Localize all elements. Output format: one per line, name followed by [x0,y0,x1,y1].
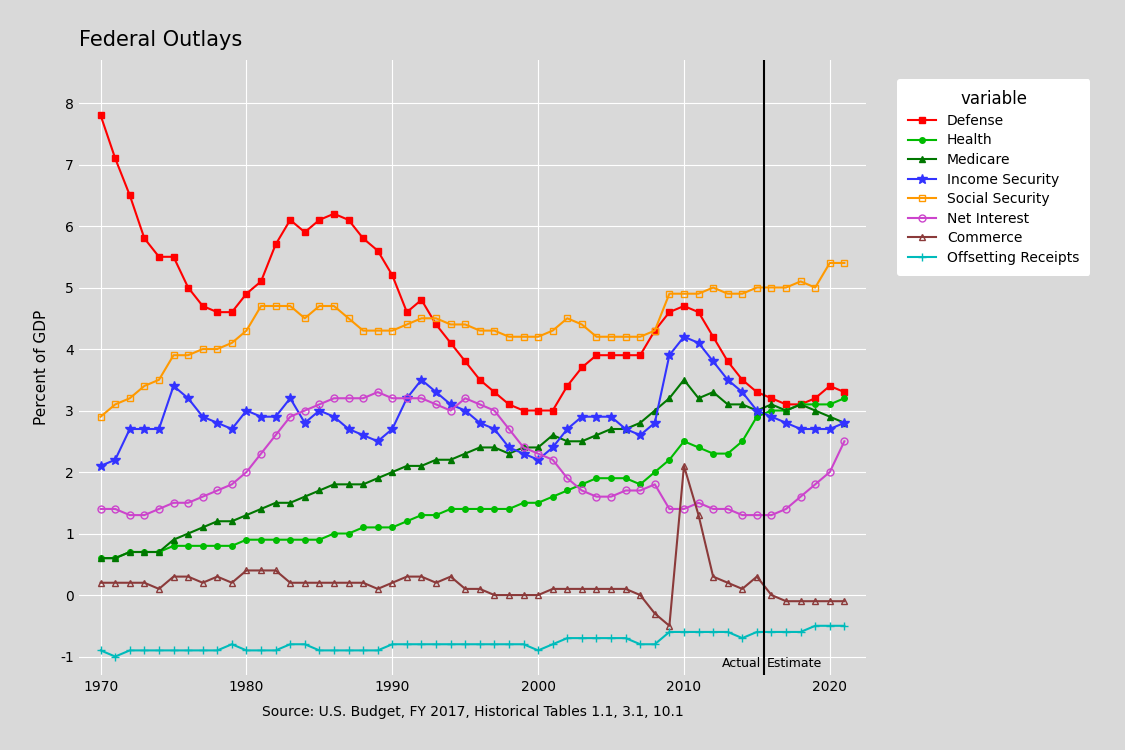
Offsetting Receipts [590,634,603,643]
Net Interest [575,486,588,495]
Commerce [487,590,501,599]
Social Security [444,320,458,329]
Social Security [546,326,559,335]
Health [444,505,458,514]
Income Security [357,430,370,439]
Net Interest [123,511,136,520]
Social Security [93,413,107,422]
Commerce [444,572,458,581]
Offsetting Receipts [93,646,107,655]
Legend: Defense, Health, Medicare, Income Security, Social Security, Net Interest, Comme: Defense, Health, Medicare, Income Securi… [897,80,1090,276]
Offsetting Receipts [838,621,852,630]
Income Security [677,332,691,341]
Line: Medicare: Medicare [97,376,848,562]
Social Security [575,320,588,329]
Commerce [357,578,370,587]
Commerce [152,584,165,593]
Net Interest [166,498,180,507]
Net Interest [371,388,385,397]
Offsetting Receipts [809,621,822,630]
Net Interest [472,400,486,409]
Commerce [663,621,676,630]
Medicare [677,375,691,384]
Commerce [93,578,107,587]
Line: Social Security: Social Security [97,260,848,420]
Medicare [357,480,370,489]
Health [546,492,559,501]
Income Security [794,424,808,433]
Line: Health: Health [98,395,847,561]
Offsetting Receipts [371,646,385,655]
Defense [152,252,165,261]
Social Security [824,259,837,268]
Net Interest [386,394,399,403]
Health [780,406,793,415]
Net Interest [604,492,618,501]
Social Security [357,326,370,335]
Defense [93,111,107,120]
Income Security [546,443,559,452]
Income Security [93,461,107,470]
Defense [516,406,530,415]
Defense [444,338,458,347]
Medicare [575,436,588,445]
Line: Defense: Defense [98,112,847,413]
Line: Net Interest: Net Interest [97,388,848,518]
Offsetting Receipts [459,640,472,649]
Health [838,394,852,403]
Social Security [780,283,793,292]
Commerce [838,597,852,606]
Medicare [93,554,107,562]
Income Security [575,413,588,422]
Y-axis label: Percent of GDP: Percent of GDP [34,310,50,425]
Offsetting Receipts [502,640,515,649]
Medicare [546,430,559,439]
Income Security [152,424,165,433]
Offsetting Receipts [166,646,180,655]
Medicare [838,419,852,428]
Commerce [575,584,588,593]
Medicare [152,548,165,556]
Defense [794,400,808,409]
Text: Estimate: Estimate [767,657,822,670]
Line: Offsetting Receipts: Offsetting Receipts [97,622,848,661]
Health [152,548,165,556]
X-axis label: Source: U.S. Budget, FY 2017, Historical Tables 1.1, 3.1, 10.1: Source: U.S. Budget, FY 2017, Historical… [262,705,683,719]
Income Security [838,419,852,428]
Social Security [838,259,852,268]
Net Interest [93,505,107,514]
Net Interest [516,443,530,452]
Line: Income Security: Income Security [96,332,849,471]
Health [575,480,588,489]
Medicare [444,455,458,464]
Commerce [546,584,559,593]
Defense [838,388,852,397]
Defense [590,351,603,360]
Health [357,523,370,532]
Social Security [152,375,165,384]
Line: Commerce: Commerce [97,463,848,629]
Defense [357,234,370,243]
Net Interest [838,436,852,445]
Offsetting Receipts [560,634,574,643]
Commerce [677,461,691,470]
Offsetting Receipts [108,652,122,661]
Defense [560,382,574,391]
Text: Actual: Actual [722,657,762,670]
Text: Federal Outlays: Federal Outlays [79,30,242,50]
Medicare [794,400,808,409]
Income Security [444,400,458,409]
Health [93,554,107,562]
